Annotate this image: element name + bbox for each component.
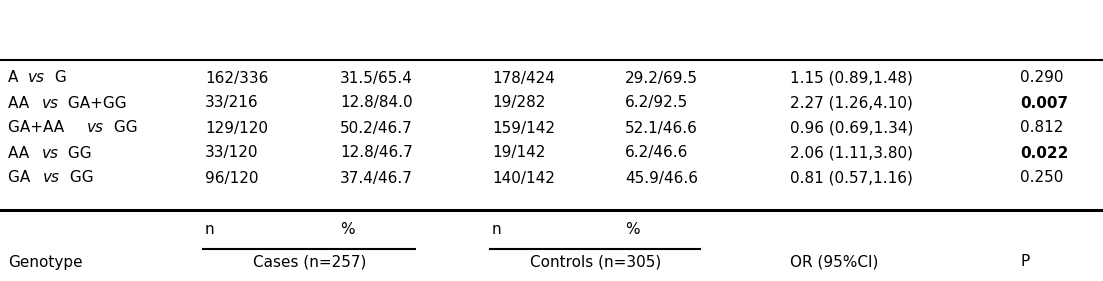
Text: 37.4/46.7: 37.4/46.7 [340,171,413,185]
Text: vs: vs [28,71,45,85]
Text: 2.06 (1.11,3.80): 2.06 (1.11,3.80) [790,146,913,160]
Text: 6.2/92.5: 6.2/92.5 [625,96,688,110]
Text: 31.5/65.4: 31.5/65.4 [340,71,413,85]
Text: 159/142: 159/142 [492,121,555,135]
Text: 52.1/46.6: 52.1/46.6 [625,121,698,135]
Text: 29.2/69.5: 29.2/69.5 [625,71,698,85]
Text: A: A [8,71,23,85]
Text: 0.96 (0.69,1.34): 0.96 (0.69,1.34) [790,121,913,135]
Text: 178/424: 178/424 [492,71,555,85]
Text: 0.81 (0.57,1.16): 0.81 (0.57,1.16) [790,171,913,185]
Text: 0.250: 0.250 [1020,171,1063,185]
Text: 0.812: 0.812 [1020,121,1063,135]
Text: vs: vs [43,171,60,185]
Text: Controls (n=305): Controls (n=305) [531,255,662,269]
Text: 6.2/46.6: 6.2/46.6 [625,146,688,160]
Text: 19/142: 19/142 [492,146,545,160]
Text: 2.27 (1.26,4.10): 2.27 (1.26,4.10) [790,96,913,110]
Text: 129/120: 129/120 [205,121,268,135]
Text: 45.9/46.6: 45.9/46.6 [625,171,698,185]
Text: vs: vs [42,96,58,110]
Text: %: % [340,223,355,237]
Text: 0.007: 0.007 [1020,96,1068,110]
Text: 1.15 (0.89,1.48): 1.15 (0.89,1.48) [790,71,913,85]
Text: GA+GG: GA+GG [64,96,127,110]
Text: vs: vs [87,121,104,135]
Text: 12.8/84.0: 12.8/84.0 [340,96,413,110]
Text: 0.022: 0.022 [1020,146,1069,160]
Text: GA: GA [8,171,35,185]
Text: Genotype: Genotype [8,255,83,269]
Text: AA: AA [8,146,34,160]
Text: G: G [50,71,66,85]
Text: 140/142: 140/142 [492,171,555,185]
Text: 50.2/46.7: 50.2/46.7 [340,121,413,135]
Text: %: % [625,223,640,237]
Text: 162/336: 162/336 [205,71,268,85]
Text: 33/120: 33/120 [205,146,258,160]
Text: n: n [205,223,215,237]
Text: vs: vs [42,146,58,160]
Text: GG: GG [64,146,93,160]
Text: Cases (n=257): Cases (n=257) [254,255,366,269]
Text: AA: AA [8,96,34,110]
Text: 96/120: 96/120 [205,171,258,185]
Text: 19/282: 19/282 [492,96,545,110]
Text: n: n [492,223,502,237]
Text: GA+AA: GA+AA [8,121,69,135]
Text: GG: GG [108,121,137,135]
Text: P: P [1020,255,1029,269]
Text: 33/216: 33/216 [205,96,258,110]
Text: 0.290: 0.290 [1020,71,1063,85]
Text: 12.8/46.7: 12.8/46.7 [340,146,413,160]
Text: GG: GG [65,171,94,185]
Text: OR (95%CI): OR (95%CI) [790,255,878,269]
